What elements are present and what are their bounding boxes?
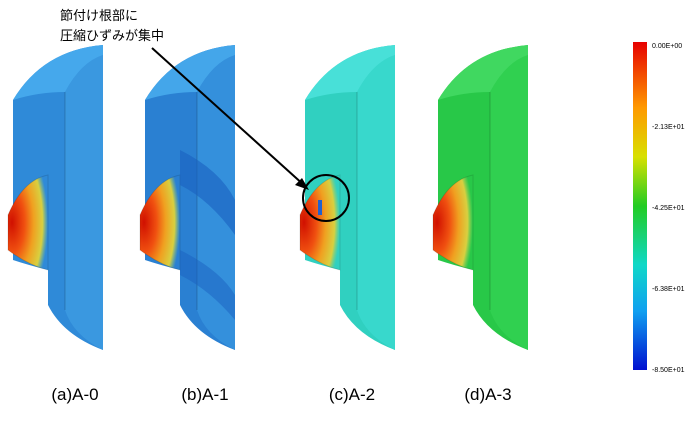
colorbar-label: -6.38E+01: [652, 286, 685, 293]
colorbar-label: 0.00E+00: [652, 43, 682, 50]
caption: (d)A-3: [464, 385, 511, 404]
figure: 節付け根部に 圧縮ひずみが集中 (a)A-0 (b)A-1 (c)A-2 (d)…: [0, 0, 688, 434]
panel-a: [8, 45, 103, 350]
panel-d: [433, 45, 528, 350]
annotation-line: 圧縮ひずみが集中: [60, 28, 164, 44]
panel-b: [140, 45, 235, 350]
annotation-line: 節付け根部に: [60, 9, 138, 24]
colorbar-label: -2.13E+01: [652, 124, 685, 131]
caption: (c)A-2: [329, 385, 375, 404]
colorbar: [633, 42, 647, 370]
panel-c: [300, 45, 395, 350]
caption: (b)A-1: [181, 385, 228, 404]
colorbar-label: -8.50E+01: [652, 367, 685, 374]
caption: (a)A-0: [51, 385, 98, 404]
colorbar-label: -4.25E+01: [652, 205, 685, 212]
